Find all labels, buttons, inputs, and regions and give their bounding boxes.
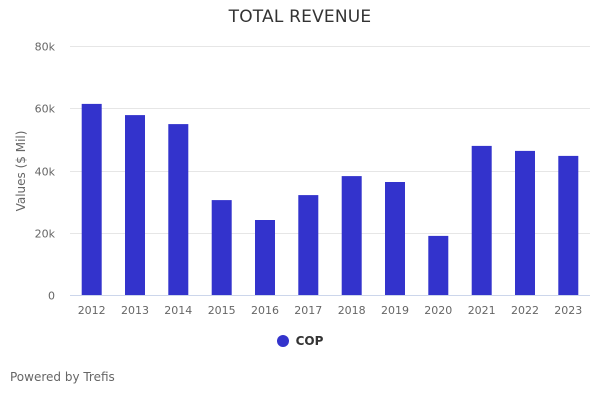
bar-2018[interactable] bbox=[341, 176, 362, 295]
x-tick-label: 2013 bbox=[121, 304, 149, 317]
bar-2014[interactable] bbox=[168, 124, 189, 295]
x-tick-label: 2018 bbox=[338, 304, 366, 317]
x-tick-label: 2023 bbox=[554, 304, 582, 317]
x-tick-label: 2020 bbox=[424, 304, 452, 317]
bar-2016[interactable] bbox=[255, 220, 275, 295]
bar-2021[interactable] bbox=[471, 145, 492, 295]
y-axis-label: Values ($ Mil) bbox=[14, 131, 28, 212]
x-tick-label: 2021 bbox=[468, 304, 496, 317]
x-tick-label: 2022 bbox=[511, 304, 539, 317]
x-tick-label: 2015 bbox=[208, 304, 236, 317]
powered-by-credit[interactable]: Powered by Trefis bbox=[10, 370, 115, 384]
bar-2020[interactable] bbox=[428, 235, 449, 295]
x-axis-ticks: 2012 2013 2014 2015 2016 2017 2018 2019 2020 2021… bbox=[78, 304, 583, 317]
gridlines bbox=[70, 46, 590, 234]
y-tick-label: 0 bbox=[48, 290, 55, 303]
bar-2017[interactable] bbox=[298, 195, 319, 295]
y-tick-label: 60k bbox=[35, 103, 56, 116]
legend: COP bbox=[0, 334, 600, 348]
y-tick-label: 80k bbox=[35, 41, 56, 54]
bar-2012[interactable] bbox=[81, 103, 102, 296]
bar-2023[interactable] bbox=[558, 155, 579, 295]
y-axis-ticks: 0 20k 40k 60k 80k bbox=[35, 41, 56, 303]
chart-title: TOTAL REVENUE bbox=[228, 7, 372, 27]
x-tick-label: 2012 bbox=[78, 304, 106, 317]
bar-2019[interactable] bbox=[385, 182, 405, 295]
bar-2015[interactable] bbox=[211, 200, 232, 295]
y-tick-label: 20k bbox=[35, 228, 56, 241]
y-tick-label: 40k bbox=[35, 166, 56, 179]
bar-2013[interactable] bbox=[125, 115, 145, 295]
bar-2022[interactable] bbox=[515, 150, 535, 295]
x-tick-label: 2017 bbox=[294, 304, 322, 317]
legend-label: COP bbox=[295, 334, 324, 348]
bars bbox=[81, 103, 579, 296]
x-tick-label: 2014 bbox=[164, 304, 192, 317]
legend-item-cop[interactable]: COP bbox=[276, 334, 324, 348]
legend-swatch-icon bbox=[276, 335, 289, 347]
x-tick-label: 2016 bbox=[251, 304, 279, 317]
x-tick-label: 2019 bbox=[381, 304, 409, 317]
